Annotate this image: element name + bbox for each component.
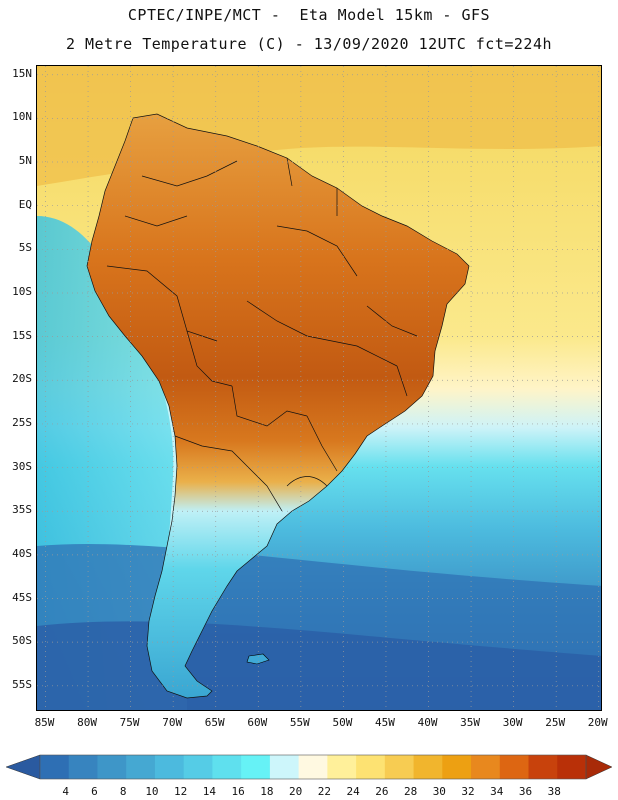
latitude-label: 10N bbox=[12, 110, 32, 124]
longitude-label: 30W bbox=[502, 716, 523, 729]
country-borders bbox=[86, 113, 470, 699]
colorbar-swatch bbox=[68, 755, 98, 779]
longitude-label: 65W bbox=[204, 716, 225, 729]
latitude-label: 50S bbox=[12, 634, 32, 648]
map-title-line1: CPTEC/INPE/MCT - Eta Model 15km - GFS bbox=[127, 6, 491, 24]
temperature-map bbox=[36, 65, 602, 711]
colorbar-tick-label: 14 bbox=[202, 785, 217, 798]
latitude-label: 35S bbox=[12, 503, 32, 517]
latitude-label: 45S bbox=[12, 590, 32, 604]
colorbar-tick-label: 8 bbox=[119, 785, 127, 798]
map-canvas bbox=[37, 66, 601, 710]
colorbar-swatch bbox=[269, 755, 300, 779]
longitude-label: 40W bbox=[417, 716, 438, 729]
colorbar-tick-label: 18 bbox=[260, 785, 274, 798]
latitude-label: 15S bbox=[12, 328, 32, 342]
longitude-label: 45W bbox=[375, 716, 395, 729]
colorbar-tick-label: 36 bbox=[518, 785, 533, 798]
colorbar-tick-label: 32 bbox=[461, 785, 475, 798]
colorbar-tick-label: 24 bbox=[346, 785, 360, 798]
colorbar-min-arrow bbox=[5, 754, 41, 780]
colorbar-tick-label: 20 bbox=[289, 785, 303, 798]
temperature-colorbar bbox=[5, 754, 613, 780]
colorbar-tick-label: 30 bbox=[432, 785, 446, 798]
colorbar-swatch bbox=[212, 755, 242, 779]
colorbar-tick-label: 12 bbox=[174, 785, 188, 798]
latitude-label: 15N bbox=[12, 66, 32, 80]
colorbar-swatch bbox=[528, 755, 558, 779]
map-title-line2: 2 Metre Temperature (C) - 13/09/2020 12U… bbox=[65, 35, 553, 53]
colorbar-tick-label: 6 bbox=[91, 785, 98, 798]
colorbar-tick-label: 34 bbox=[490, 785, 504, 798]
colorbar-swatch bbox=[327, 755, 357, 779]
colorbar-swatch bbox=[40, 755, 70, 779]
latitude-label: 40S bbox=[12, 546, 32, 560]
colorbar-swatch bbox=[384, 755, 415, 779]
longitude-label: 20W bbox=[587, 716, 608, 729]
colorbar-tick-label: 28 bbox=[403, 785, 418, 798]
colorbar-swatch bbox=[241, 755, 271, 779]
longitude-label: 75W bbox=[119, 716, 140, 729]
colorbar-tick-label: 26 bbox=[375, 785, 389, 798]
colorbar-swatch bbox=[183, 755, 213, 779]
colorbar-tick-label: 4 bbox=[62, 785, 70, 798]
colorbar-tick-label: 16 bbox=[231, 785, 245, 798]
latitude-label: 55S bbox=[12, 677, 32, 691]
colorbar-swatch bbox=[442, 755, 472, 779]
longitude-label: 25W bbox=[545, 716, 566, 729]
colorbar-swatch bbox=[557, 755, 587, 779]
colorbar-swatch bbox=[298, 755, 328, 779]
longitude-label: 70W bbox=[162, 716, 183, 729]
latitude-label: 5S bbox=[18, 241, 32, 255]
colorbar-swatch bbox=[356, 755, 386, 779]
colorbar-swatch bbox=[499, 755, 530, 779]
colorbar-swatch bbox=[97, 755, 127, 779]
colorbar-swatch bbox=[154, 755, 185, 779]
colorbar-swatch bbox=[126, 755, 156, 779]
longitude-label: 35W bbox=[460, 716, 480, 729]
colorbar-tick-label: 22 bbox=[317, 785, 331, 798]
latitude-label: EQ bbox=[18, 197, 32, 211]
colorbar-tick-label: 10 bbox=[145, 785, 159, 798]
colorbar-max-arrow bbox=[585, 754, 613, 780]
latitude-label: 5N bbox=[18, 154, 32, 168]
longitude-label: 85W bbox=[34, 716, 55, 729]
colorbar-outline bbox=[39, 754, 587, 780]
colorbar-tick-label: 38 bbox=[547, 785, 561, 798]
longitude-label: 80W bbox=[77, 716, 97, 729]
longitude-label: 50W bbox=[332, 716, 353, 729]
latitude-label: 20S bbox=[12, 372, 32, 386]
colorbar-swatch bbox=[471, 755, 501, 779]
longitude-label: 55W bbox=[289, 716, 310, 729]
latitude-label: 30S bbox=[12, 459, 32, 473]
longitude-label: 60W bbox=[247, 716, 268, 729]
latitude-label: 10S bbox=[12, 284, 32, 298]
latitude-label: 25S bbox=[12, 415, 32, 429]
colorbar-swatch bbox=[413, 755, 443, 779]
